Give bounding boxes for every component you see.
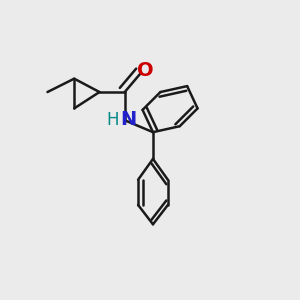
Text: H: H (106, 111, 118, 129)
Text: N: N (120, 110, 136, 129)
Text: O: O (137, 61, 154, 80)
